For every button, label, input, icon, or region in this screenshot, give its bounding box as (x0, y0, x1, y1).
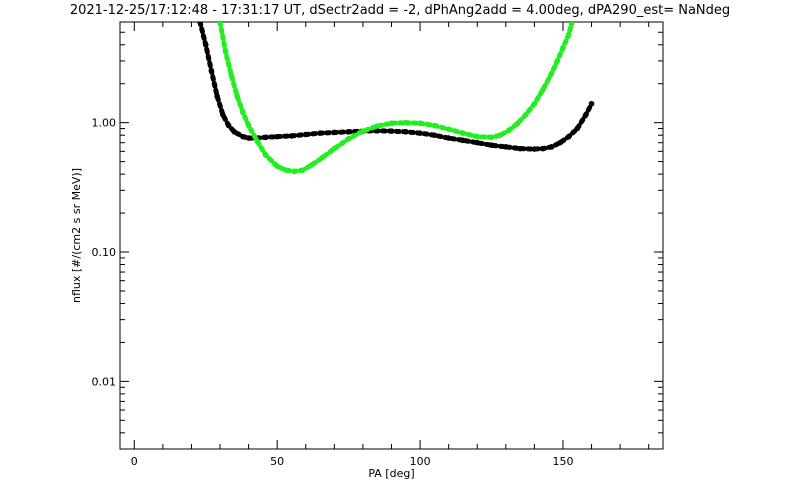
plot-frame (119, 21, 664, 450)
data-point (460, 137, 466, 144)
data-point (208, 68, 215, 74)
data-point (245, 122, 252, 129)
data-point (402, 119, 409, 126)
data-point (417, 120, 423, 127)
data-point (548, 70, 555, 77)
data-point (431, 122, 438, 129)
y-tick-label: 1.00 (92, 117, 117, 130)
x-tick-label: 150 (552, 455, 573, 468)
data-point (374, 128, 381, 134)
data-point (282, 167, 289, 173)
data-point (308, 162, 315, 168)
data-point (445, 135, 452, 141)
chart-title: 2021-12-25/17:12:48 - 17:31:17 UT, dSect… (70, 3, 730, 18)
data-point (240, 109, 246, 116)
x-tick-label: 50 (270, 455, 284, 468)
data-point (531, 146, 538, 152)
x-tick-label: 0 (131, 455, 138, 468)
data-point (568, 22, 575, 27)
series-layer (197, 22, 595, 175)
series-0 (197, 22, 595, 152)
data-point (460, 130, 466, 136)
data-point (254, 138, 260, 144)
data-point (320, 154, 326, 161)
data-point (240, 133, 246, 140)
data-point (245, 135, 252, 141)
data-point (505, 127, 512, 134)
data-point (531, 100, 538, 107)
data-point (225, 122, 232, 129)
data-point (202, 41, 209, 48)
data-point (228, 73, 235, 79)
data-point (574, 125, 581, 132)
data-point (220, 112, 226, 118)
data-point (217, 22, 223, 25)
data-point (374, 123, 381, 129)
y-tick-label: 0.01 (92, 375, 117, 388)
y-tick-label: 0.10 (92, 246, 117, 259)
data-point (540, 86, 546, 93)
data-point (274, 133, 280, 140)
data-point (565, 133, 572, 140)
data-point (523, 112, 529, 118)
data-point (588, 100, 595, 107)
data-point (474, 139, 481, 146)
data-point (497, 132, 503, 138)
data-point (431, 132, 438, 138)
x-axis-ticks: 0 50 100 150 (131, 22, 650, 468)
data-point (557, 139, 563, 146)
data-point (345, 128, 352, 135)
data-point (554, 58, 561, 64)
data-point (388, 120, 395, 127)
data-point (488, 142, 495, 148)
data-point (488, 134, 495, 141)
data-point (300, 167, 306, 173)
data-point (548, 144, 555, 150)
data-point (565, 31, 572, 38)
data-point (231, 128, 238, 135)
data-point (302, 131, 309, 138)
data-point (317, 130, 323, 136)
data-point (274, 163, 280, 170)
y-axis-ticks: 0.01 0.10 1.00 (92, 21, 663, 450)
data-point (503, 144, 509, 150)
data-point (331, 129, 338, 136)
data-point (222, 49, 229, 56)
data-point (560, 44, 566, 51)
data-point (234, 93, 240, 100)
data-point (514, 120, 521, 127)
data-point (417, 130, 423, 136)
data-point (445, 126, 452, 133)
series-line (197, 22, 595, 152)
data-point (288, 133, 295, 139)
data-point (331, 145, 338, 152)
data-point (214, 93, 220, 100)
data-point (291, 168, 298, 175)
data-point (262, 134, 269, 141)
data-point (360, 128, 366, 134)
x-axis-label: PA [deg] (368, 467, 414, 480)
data-point (402, 128, 409, 135)
data-point (388, 128, 395, 134)
data-point (517, 145, 523, 152)
data-point (197, 22, 203, 25)
data-point (540, 145, 546, 152)
y-axis-label: nflux [#/(cm2 s sr MeV)] (70, 168, 83, 303)
data-point (345, 136, 352, 142)
data-point (262, 152, 269, 159)
data-point (583, 112, 589, 118)
series-1 (217, 22, 575, 175)
x-tick-label: 100 (410, 455, 431, 468)
data-point (474, 133, 481, 140)
